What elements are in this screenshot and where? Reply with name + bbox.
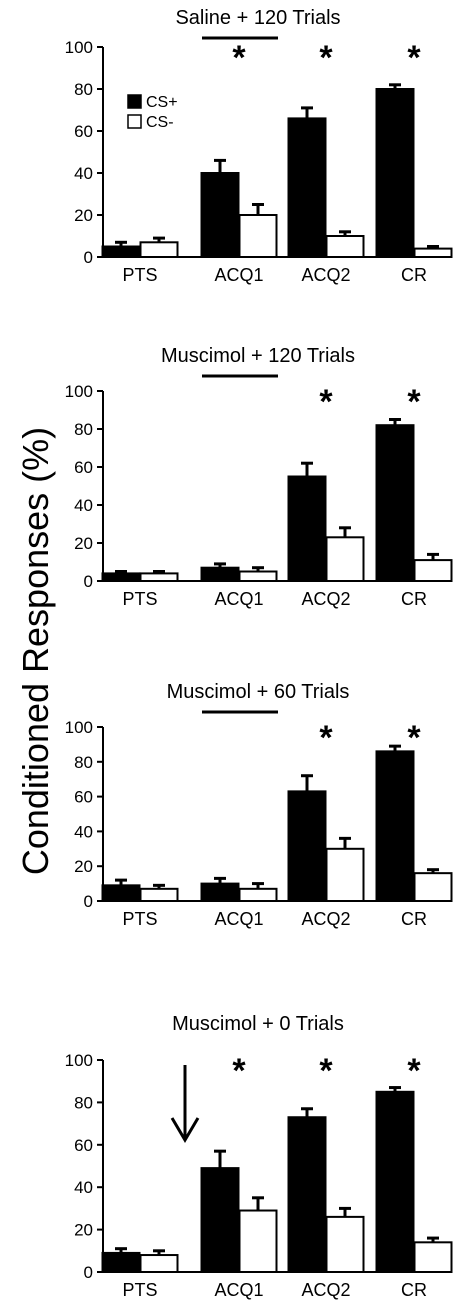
cs-plus-bar bbox=[200, 566, 240, 583]
cs-plus-bar bbox=[287, 1116, 327, 1273]
y-tick-label: 40 bbox=[74, 496, 93, 515]
y-tick-label: 60 bbox=[74, 122, 93, 141]
x-tick-label: ACQ1 bbox=[214, 265, 263, 285]
x-tick-label: ACQ1 bbox=[214, 589, 263, 609]
significance-marker: * bbox=[407, 39, 421, 77]
cs-minus-bar bbox=[325, 847, 365, 902]
y-tick-label: 20 bbox=[74, 857, 93, 876]
x-tick-label: ACQ2 bbox=[301, 909, 350, 929]
y-axis-label: Conditioned Responses (%) bbox=[15, 427, 56, 875]
y-tick-label: 40 bbox=[74, 164, 93, 183]
y-tick-label: 40 bbox=[74, 822, 93, 841]
x-tick-label: PTS bbox=[122, 909, 157, 929]
cs-minus-bar bbox=[139, 572, 179, 583]
cs-plus-bar bbox=[375, 424, 415, 583]
y-tick-label: 100 bbox=[65, 718, 93, 737]
cs-minus-bar bbox=[238, 570, 278, 582]
cs-minus-bar bbox=[238, 214, 278, 258]
y-tick-label: 0 bbox=[84, 248, 93, 267]
significance-marker: * bbox=[319, 39, 333, 77]
cs-minus-bar bbox=[413, 559, 453, 582]
significance-marker: * bbox=[232, 39, 246, 77]
y-tick-label: 20 bbox=[74, 1221, 93, 1240]
y-tick-label: 80 bbox=[74, 753, 93, 772]
x-tick-label: ACQ2 bbox=[301, 265, 350, 285]
y-tick-label: 0 bbox=[84, 1263, 93, 1282]
cs-plus-bar bbox=[287, 117, 327, 259]
legend-label-cs-plus: CS+ bbox=[146, 94, 178, 111]
y-tick-label: 80 bbox=[74, 1093, 93, 1112]
y-tick-label: 60 bbox=[74, 458, 93, 477]
chart-title: Saline + 120 Trials bbox=[175, 7, 340, 29]
cs-plus-bar bbox=[101, 245, 141, 258]
cs-plus-bar bbox=[200, 882, 240, 902]
x-tick-label: ACQ1 bbox=[214, 1280, 263, 1300]
infusion-arrow-head bbox=[170, 1117, 200, 1143]
cs-plus-bar bbox=[375, 88, 415, 258]
x-tick-label: CR bbox=[401, 589, 427, 609]
cs-minus-bar bbox=[325, 536, 365, 582]
significance-marker: * bbox=[319, 1052, 333, 1090]
chart-title: Muscimol + 0 Trials bbox=[172, 1013, 344, 1035]
legend-label-cs-minus: CS- bbox=[146, 114, 174, 131]
cs-minus-bar bbox=[139, 887, 179, 903]
significance-marker: * bbox=[232, 1052, 246, 1090]
y-tick-label: 60 bbox=[74, 1136, 93, 1155]
x-tick-label: ACQ2 bbox=[301, 1280, 350, 1300]
x-tick-label: CR bbox=[401, 909, 427, 929]
cs-minus-bar bbox=[413, 247, 453, 259]
significance-marker: * bbox=[407, 1052, 421, 1090]
cs-minus-bar bbox=[413, 1241, 453, 1273]
cs-minus-bar bbox=[238, 1209, 278, 1274]
cs-plus-bar bbox=[375, 1090, 415, 1274]
cs-minus-bar bbox=[325, 235, 365, 258]
cs-minus-bar bbox=[413, 872, 453, 902]
x-tick-label: PTS bbox=[122, 589, 157, 609]
cs-plus-bar bbox=[287, 475, 327, 582]
x-tick-label: PTS bbox=[122, 1280, 157, 1300]
y-tick-label: 100 bbox=[65, 382, 93, 401]
cs-plus-bar bbox=[101, 1251, 141, 1274]
legend-swatch-cs-minus bbox=[127, 114, 142, 129]
y-tick-label: 40 bbox=[74, 1178, 93, 1197]
cs-minus-bar bbox=[238, 887, 278, 903]
cs-plus-bar bbox=[101, 572, 141, 583]
y-tick-label: 100 bbox=[65, 38, 93, 57]
x-tick-label: ACQ2 bbox=[301, 589, 350, 609]
y-tick-label: 80 bbox=[74, 420, 93, 439]
x-tick-label: CR bbox=[401, 265, 427, 285]
x-tick-label: PTS bbox=[122, 265, 157, 285]
significance-marker: * bbox=[319, 383, 333, 421]
cs-plus-bar bbox=[200, 1167, 240, 1273]
y-tick-label: 0 bbox=[84, 572, 93, 591]
cs-plus-bar bbox=[287, 790, 327, 903]
significance-marker: * bbox=[407, 719, 421, 757]
cs-minus-bar bbox=[139, 241, 179, 259]
significance-marker: * bbox=[407, 383, 421, 421]
y-tick-label: 20 bbox=[74, 534, 93, 553]
significance-marker: * bbox=[319, 719, 333, 757]
cs-plus-bar bbox=[101, 884, 141, 903]
legend-swatch-cs-plus bbox=[127, 94, 142, 109]
chart-title: Muscimol + 60 Trials bbox=[167, 681, 350, 703]
y-tick-label: 0 bbox=[84, 892, 93, 911]
y-tick-label: 80 bbox=[74, 80, 93, 99]
x-tick-label: CR bbox=[401, 1280, 427, 1300]
y-tick-label: 100 bbox=[65, 1051, 93, 1070]
cs-plus-bar bbox=[200, 172, 240, 258]
cs-plus-bar bbox=[375, 750, 415, 902]
y-tick-label: 20 bbox=[74, 206, 93, 225]
chart-title: Muscimol + 120 Trials bbox=[161, 345, 355, 367]
y-tick-label: 60 bbox=[74, 788, 93, 807]
cs-minus-bar bbox=[139, 1254, 179, 1274]
cs-minus-bar bbox=[325, 1215, 365, 1274]
x-tick-label: ACQ1 bbox=[214, 909, 263, 929]
